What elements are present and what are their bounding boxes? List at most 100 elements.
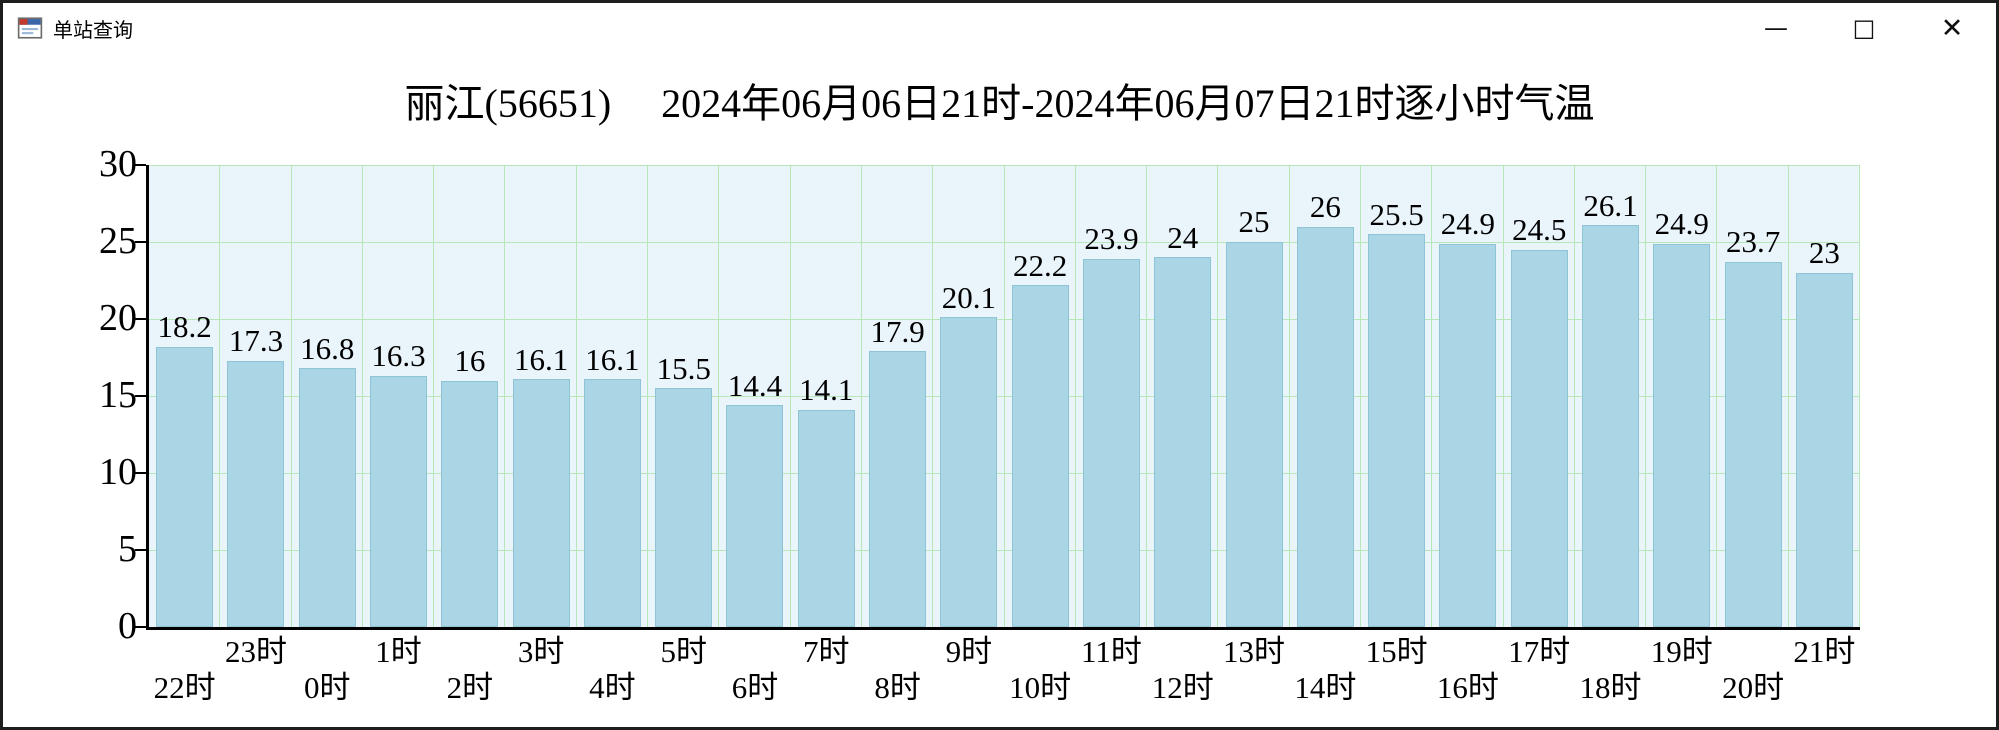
y-tick-label: 5 [118, 528, 137, 571]
temperature-bar [1510, 249, 1568, 627]
bar-value-label: 22.2 [1013, 247, 1068, 283]
x-axis-label: 8时 [874, 670, 921, 705]
temperature-bar [797, 409, 855, 627]
temperature-bar [1296, 226, 1354, 627]
bar-value-label: 16.3 [371, 338, 426, 374]
bar-value-label: 14.4 [727, 367, 783, 403]
x-axis-label: 13时 [1223, 634, 1286, 669]
h-gridline [149, 319, 1860, 320]
temperature-chart: 丽江(56651) 2024年06月06日21时-2024年06月07日21时逐… [3, 53, 1996, 727]
y-tick [135, 626, 146, 628]
bar-value-label: 25 [1238, 204, 1270, 240]
bar-value-label: 23.9 [1084, 221, 1139, 257]
x-axis-label: 14时 [1294, 670, 1357, 705]
bar-value-label: 17.9 [870, 313, 925, 349]
x-axis-label: 2时 [446, 670, 494, 705]
x-axis-label: 19时 [1650, 634, 1713, 669]
bar-value-label: 23.7 [1725, 224, 1781, 260]
window-controls: — □ ✕ [1732, 3, 1996, 53]
x-axis-label: 15时 [1365, 634, 1428, 669]
temperature-bar [1724, 262, 1782, 627]
temperature-bar [370, 375, 428, 627]
temperature-bar [1653, 243, 1711, 627]
x-axis-line [146, 627, 1860, 630]
y-axis-line [146, 165, 149, 630]
bar-value-label: 23 [1808, 235, 1840, 271]
x-axis-label: 22时 [153, 670, 216, 705]
x-axis-label: 1时 [375, 634, 422, 669]
bar-value-label: 16.1 [513, 341, 569, 377]
temperature-bar [512, 379, 570, 627]
y-tick [135, 164, 146, 166]
y-tick-label: 20 [99, 297, 137, 340]
temperature-bar [1795, 272, 1853, 627]
y-tick [135, 318, 146, 320]
temperature-bar [1011, 285, 1069, 627]
bar-value-label: 25.5 [1369, 196, 1424, 232]
bar-value-label: 18.2 [157, 309, 212, 345]
h-gridline [149, 165, 1860, 166]
temperature-bar [1082, 258, 1140, 627]
bar-value-label: 16.8 [300, 330, 355, 366]
x-axis-label: 4时 [589, 670, 636, 705]
plot-area: 18.2 17.3 16.8 16.3 16 16.1 16.1 15.5 14.4 14.1 17… [135, 164, 1860, 630]
temperature-bar [441, 380, 499, 627]
x-axis-label: 10时 [1009, 670, 1072, 705]
x-axis-label: 5时 [660, 634, 707, 669]
bar-value-label: 20.1 [941, 279, 996, 315]
temperature-bar [1439, 243, 1497, 627]
temperature-bar [869, 351, 927, 627]
x-axis-label: 20时 [1722, 670, 1785, 705]
y-tick-label: 25 [99, 220, 137, 263]
x-axis-label: 23时 [224, 634, 287, 669]
x-axis-label: 18时 [1579, 670, 1642, 705]
bar-value-label: 15.5 [656, 350, 711, 386]
x-axis-label: 7时 [803, 634, 850, 669]
close-button[interactable]: ✕ [1908, 3, 1996, 53]
temperature-bar [655, 388, 713, 627]
title-bar: 单站查询 — □ ✕ [3, 3, 1996, 53]
h-gridline [149, 396, 1860, 397]
y-tick [135, 395, 146, 397]
h-gridline [149, 473, 1860, 474]
bar-value-label: 24.9 [1440, 206, 1496, 241]
bar-value-label: 16 [454, 343, 486, 379]
h-gridline [149, 242, 1860, 243]
y-tick-label: 15 [99, 374, 137, 417]
chart-title: 丽江(56651) 2024年06月06日21时-2024年06月07日21时逐… [404, 81, 1595, 126]
maximize-button[interactable]: □ [1820, 3, 1908, 53]
x-axis-label: 9时 [945, 634, 993, 669]
temperature-bar [583, 379, 641, 627]
temperature-bar [1154, 257, 1212, 627]
temperature-bar [1225, 242, 1283, 627]
x-axis-label: 12时 [1151, 670, 1214, 705]
y-axis-labels: 0 5 10 15 20 25 30 [3, 145, 137, 645]
temperature-bar [156, 346, 214, 627]
bar-value-label: 17.3 [228, 323, 284, 359]
x-axis-label: 17时 [1508, 634, 1571, 669]
temperature-bar [298, 368, 356, 627]
temperature-bar [940, 317, 998, 627]
x-axis-label: 16时 [1436, 670, 1499, 705]
bar-value-label: 26 [1309, 189, 1341, 225]
x-axis-label: 11时 [1081, 634, 1142, 669]
y-tick [135, 472, 146, 474]
x-axis-label: 6时 [731, 670, 779, 705]
bar-value-label: 24.9 [1654, 206, 1709, 241]
temperature-bar [1581, 225, 1639, 627]
x-axis-label: 0时 [303, 670, 351, 705]
temperature-bar [227, 360, 285, 627]
bar-value-label: 16.1 [585, 341, 640, 377]
app-icon [17, 17, 43, 39]
y-tick-label: 30 [99, 143, 137, 186]
y-tick [135, 549, 146, 551]
h-gridline [149, 550, 1860, 551]
bar-value-label: 26.1 [1583, 187, 1638, 223]
x-axis-labels: 22时 23时 0时 1时 2时 3时 4时 5时 6时 7时 8时 9时 10时 11时 12时 13时 14… [149, 630, 1860, 727]
x-axis-label: 3时 [517, 634, 565, 669]
y-tick-label: 10 [99, 451, 137, 494]
minimize-button[interactable]: — [1732, 3, 1820, 53]
bar-value-label: 24.5 [1512, 212, 1567, 248]
y-tick-label: 0 [118, 605, 137, 648]
